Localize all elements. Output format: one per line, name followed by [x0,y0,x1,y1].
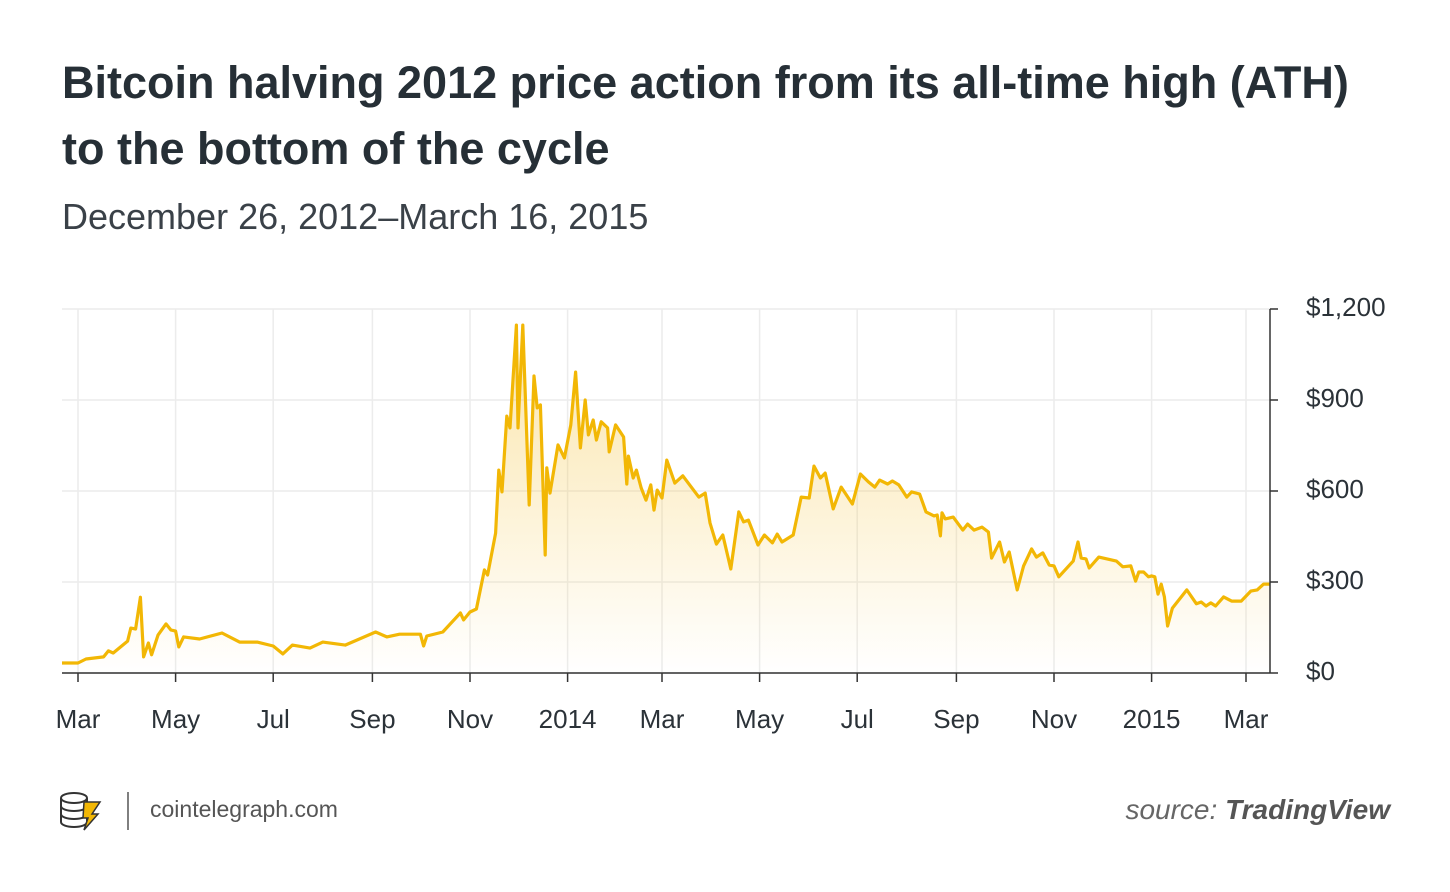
y-tick-label: $0 [1306,656,1335,686]
x-tick-label: Jul [257,704,290,734]
x-tick-label: Jul [841,704,874,734]
y-tick-label: $900 [1306,383,1364,413]
source-name: TradingView [1225,794,1390,825]
x-tick-label: Sep [933,704,979,734]
x-tick-label: Sep [349,704,395,734]
source: source: TradingView [1125,794,1390,826]
x-tick-label: Mar [1224,704,1269,734]
site-name: cointelegraph.com [150,796,338,822]
x-tick-label: Mar [56,704,101,734]
x-tick-label: Nov [447,704,493,734]
x-tick-label: Mar [640,704,685,734]
plot [62,323,1270,673]
x-tick-label: May [151,704,200,734]
chart-subtitle: December 26, 2012–March 16, 2015 [62,196,649,237]
y-tick-label: $1,200 [1306,292,1386,322]
source-label: source: [1125,794,1218,825]
x-tick-label: 2014 [539,704,597,734]
logo [60,792,129,831]
axes: $0 $300 $600 $900 $1,200 Mar May Jul Sep Nov 2014 M… [56,292,1386,734]
area-fill [62,325,1270,673]
x-tick-label: Nov [1031,704,1077,734]
x-tick-label: May [735,704,784,734]
chart-title: Bitcoin halving 2012 price action from i… [62,57,1349,174]
price-line [62,323,1270,665]
y-tick-label: $300 [1306,565,1364,595]
x-tick-label: 2015 [1123,704,1181,734]
y-tick-label: $600 [1306,474,1364,504]
